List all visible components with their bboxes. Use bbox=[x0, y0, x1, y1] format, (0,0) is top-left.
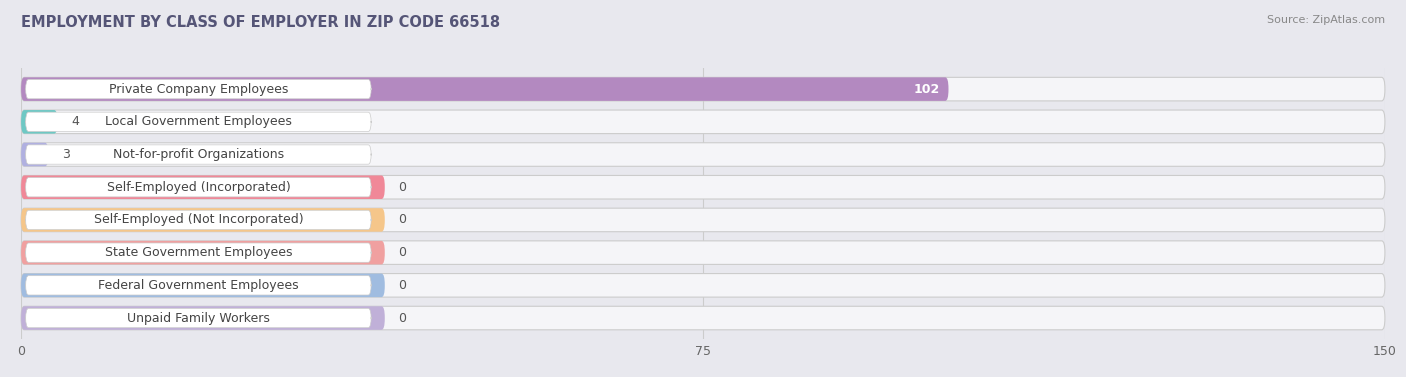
Text: Local Government Employees: Local Government Employees bbox=[105, 115, 292, 128]
FancyBboxPatch shape bbox=[21, 306, 1385, 330]
FancyBboxPatch shape bbox=[25, 243, 371, 262]
FancyBboxPatch shape bbox=[21, 274, 385, 297]
FancyBboxPatch shape bbox=[25, 112, 371, 132]
Text: 4: 4 bbox=[72, 115, 79, 128]
Text: 0: 0 bbox=[398, 213, 406, 227]
FancyBboxPatch shape bbox=[25, 308, 371, 328]
FancyBboxPatch shape bbox=[21, 274, 1385, 297]
FancyBboxPatch shape bbox=[21, 143, 48, 166]
Text: Source: ZipAtlas.com: Source: ZipAtlas.com bbox=[1267, 15, 1385, 25]
FancyBboxPatch shape bbox=[21, 208, 1385, 232]
FancyBboxPatch shape bbox=[21, 110, 1385, 133]
FancyBboxPatch shape bbox=[21, 110, 58, 133]
FancyBboxPatch shape bbox=[25, 276, 371, 295]
Text: Self-Employed (Not Incorporated): Self-Employed (Not Incorporated) bbox=[94, 213, 304, 227]
Text: Not-for-profit Organizations: Not-for-profit Organizations bbox=[112, 148, 284, 161]
FancyBboxPatch shape bbox=[25, 210, 371, 230]
FancyBboxPatch shape bbox=[21, 306, 385, 330]
Text: 0: 0 bbox=[398, 181, 406, 194]
FancyBboxPatch shape bbox=[21, 143, 1385, 166]
Text: EMPLOYMENT BY CLASS OF EMPLOYER IN ZIP CODE 66518: EMPLOYMENT BY CLASS OF EMPLOYER IN ZIP C… bbox=[21, 15, 501, 30]
Text: State Government Employees: State Government Employees bbox=[104, 246, 292, 259]
FancyBboxPatch shape bbox=[21, 175, 385, 199]
FancyBboxPatch shape bbox=[21, 241, 385, 264]
FancyBboxPatch shape bbox=[21, 241, 1385, 264]
FancyBboxPatch shape bbox=[21, 77, 1385, 101]
Text: 0: 0 bbox=[398, 246, 406, 259]
Text: Federal Government Employees: Federal Government Employees bbox=[98, 279, 298, 292]
FancyBboxPatch shape bbox=[25, 80, 371, 99]
Text: Self-Employed (Incorporated): Self-Employed (Incorporated) bbox=[107, 181, 290, 194]
FancyBboxPatch shape bbox=[21, 77, 949, 101]
FancyBboxPatch shape bbox=[21, 208, 385, 232]
FancyBboxPatch shape bbox=[25, 145, 371, 164]
FancyBboxPatch shape bbox=[25, 178, 371, 197]
Text: 102: 102 bbox=[912, 83, 939, 96]
Text: 0: 0 bbox=[398, 311, 406, 325]
Text: Unpaid Family Workers: Unpaid Family Workers bbox=[127, 311, 270, 325]
Text: 3: 3 bbox=[62, 148, 70, 161]
Text: 0: 0 bbox=[398, 279, 406, 292]
Text: Private Company Employees: Private Company Employees bbox=[108, 83, 288, 96]
FancyBboxPatch shape bbox=[21, 175, 1385, 199]
